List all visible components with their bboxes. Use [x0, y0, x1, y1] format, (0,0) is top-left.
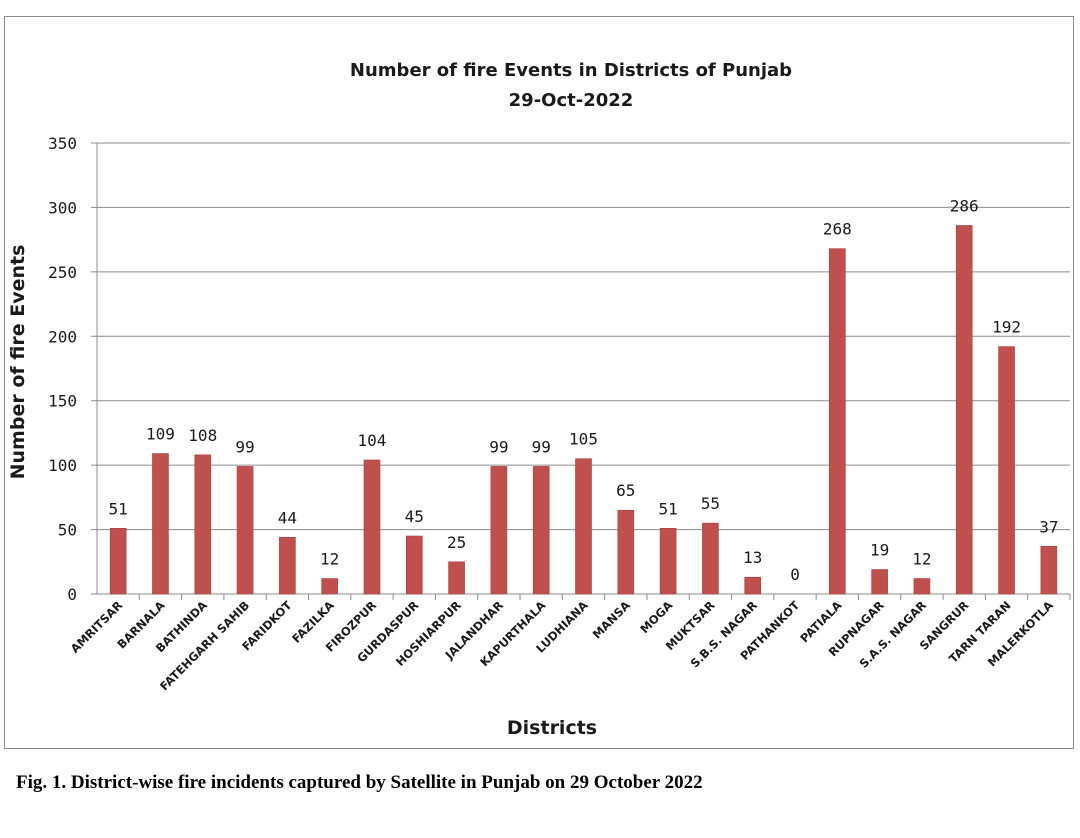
bar-rupnagar: [871, 569, 888, 595]
data-label: 65: [616, 481, 635, 500]
data-label: 51: [109, 499, 128, 518]
x-tick-label: AMRITSAR: [68, 598, 126, 656]
y-tick-label: 0: [67, 585, 77, 604]
y-tick-label: 200: [48, 327, 77, 346]
bar-kapurthala: [532, 466, 550, 595]
bar-s-b-s-nagar: [744, 576, 762, 595]
bar-tarn-taran: [998, 346, 1015, 595]
y-tick-labels: 0 50 100 150 200 250 300 350: [48, 134, 77, 604]
bar-firozpur: [363, 459, 381, 595]
bar-jalandhar: [490, 466, 508, 595]
x-axis-title: Districts: [507, 717, 597, 739]
bar-bathinda: [194, 454, 212, 595]
bar-fazilka: [321, 578, 338, 595]
data-label: 99: [489, 437, 508, 456]
data-label: 286: [950, 196, 979, 215]
bar-muktsar: [702, 522, 719, 595]
gridlines: [97, 142, 1070, 531]
data-label: 19: [870, 541, 889, 560]
y-tick-label: 350: [48, 134, 77, 153]
figure-caption: Fig. 1. District-wise fire incidents cap…: [16, 772, 703, 793]
data-label: 268: [823, 220, 852, 239]
data-label: 12: [912, 550, 931, 569]
bar-sangrur: [955, 225, 973, 595]
bar-ludhiana: [575, 458, 592, 595]
y-axis-title: Number of fire Events: [7, 245, 29, 480]
data-label: 104: [358, 431, 387, 450]
bar-hoshiarpur: [448, 561, 465, 595]
bar-moga: [659, 527, 677, 595]
data-label: 37: [1039, 517, 1058, 536]
data-label: 13: [743, 548, 762, 567]
bar-barnala: [152, 453, 169, 595]
data-label: 45: [405, 507, 424, 526]
data-label: 99: [235, 437, 254, 456]
bar-malerkotla: [1040, 546, 1058, 595]
chart-title: Number of fire Events in Districts of Pu…: [350, 60, 792, 81]
data-label: 44: [278, 508, 297, 527]
chart-frame: [4, 16, 1074, 749]
bars: [109, 225, 1058, 595]
bar-patiala: [829, 248, 846, 595]
y-tick-label: 250: [48, 263, 77, 282]
data-label: 55: [701, 494, 720, 513]
data-label: 0: [790, 565, 800, 584]
data-label: 51: [658, 499, 677, 518]
data-label: 12: [320, 550, 339, 569]
x-tick-label: MANSA: [590, 598, 633, 641]
y-tick-label: 50: [58, 521, 77, 540]
y-tick-label: 100: [48, 456, 77, 475]
chart-subtitle: 29-Oct-2022: [509, 90, 634, 111]
data-label: 108: [188, 426, 217, 445]
y-tick-label: 150: [48, 392, 77, 411]
bar-s-a-s-nagar: [913, 578, 931, 595]
bar-amritsar: [109, 527, 127, 595]
data-label: 192: [992, 318, 1021, 337]
data-labels: 51 109 108 99 44 12 104 45 25 99 99 105 65 51 55 13 0 268…: [109, 196, 1059, 584]
y-tick-label: 300: [48, 198, 77, 217]
x-tick-label: MOGA: [637, 598, 675, 636]
bar-gurdaspur: [405, 535, 423, 595]
bar-fatehgarh-sahib: [236, 466, 254, 595]
bar-mansa: [617, 509, 635, 595]
data-label: 25: [447, 533, 466, 552]
data-label: 99: [532, 437, 551, 456]
bar-faridkot: [279, 537, 296, 595]
data-label: 105: [569, 430, 598, 449]
data-label: 109: [146, 425, 175, 444]
